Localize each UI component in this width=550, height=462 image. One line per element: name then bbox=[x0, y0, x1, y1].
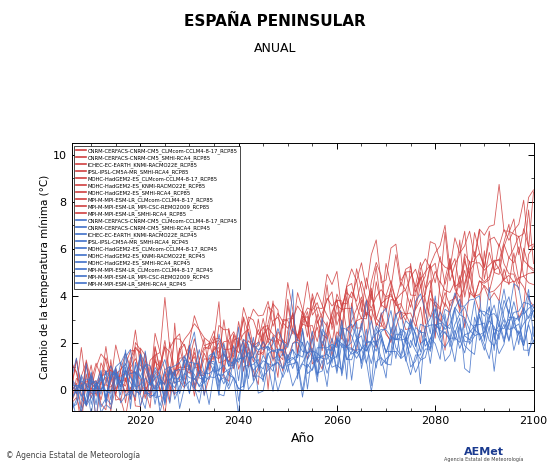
Text: ESPAÑA PENINSULAR: ESPAÑA PENINSULAR bbox=[184, 14, 366, 29]
X-axis label: Año: Año bbox=[290, 432, 315, 444]
Text: AEMet: AEMet bbox=[464, 447, 504, 457]
Text: © Agencia Estatal de Meteorología: © Agencia Estatal de Meteorología bbox=[6, 451, 140, 460]
Text: Agencia Estatal de Meteorología: Agencia Estatal de Meteorología bbox=[444, 456, 524, 462]
Legend: CNRM-CERFACS-CNRM-CM5_CLMcom-CCLM4-8-17_RCP85, CNRM-CERFACS-CNRM-CM5_SMHI-RCA4_R: CNRM-CERFACS-CNRM-CM5_CLMcom-CCLM4-8-17_… bbox=[74, 146, 240, 289]
Text: ANUAL: ANUAL bbox=[254, 42, 296, 55]
Y-axis label: Cambio de la temperatura mínima (°C): Cambio de la temperatura mínima (°C) bbox=[40, 175, 50, 379]
